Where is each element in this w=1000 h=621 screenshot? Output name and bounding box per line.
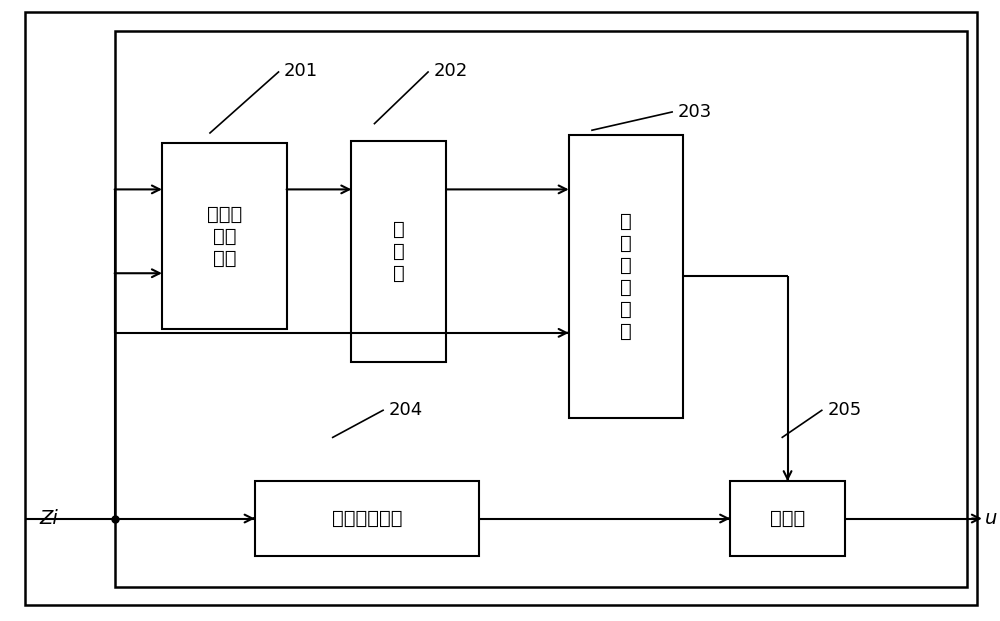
Text: 加法器: 加法器 [770, 509, 805, 528]
Text: 203: 203 [678, 103, 712, 120]
Text: 202: 202 [434, 63, 468, 80]
Text: 线
性
组
合
模
块: 线 性 组 合 模 块 [620, 212, 632, 341]
Text: 205: 205 [827, 401, 862, 419]
Text: 非线性
组合
模块: 非线性 组合 模块 [207, 204, 242, 268]
Bar [351, 142, 446, 361]
Text: Zi: Zi [40, 509, 59, 528]
Bar [569, 135, 683, 417]
Bar [162, 143, 287, 329]
Text: u: u [985, 509, 997, 528]
Bar [115, 31, 967, 587]
Text: 201: 201 [284, 63, 318, 80]
Bar [255, 481, 479, 556]
Text: 204: 204 [389, 401, 423, 419]
Bar [730, 481, 845, 556]
Text: 积
分
器: 积 分 器 [393, 220, 405, 283]
Text: 预期动态模块: 预期动态模块 [332, 509, 402, 528]
